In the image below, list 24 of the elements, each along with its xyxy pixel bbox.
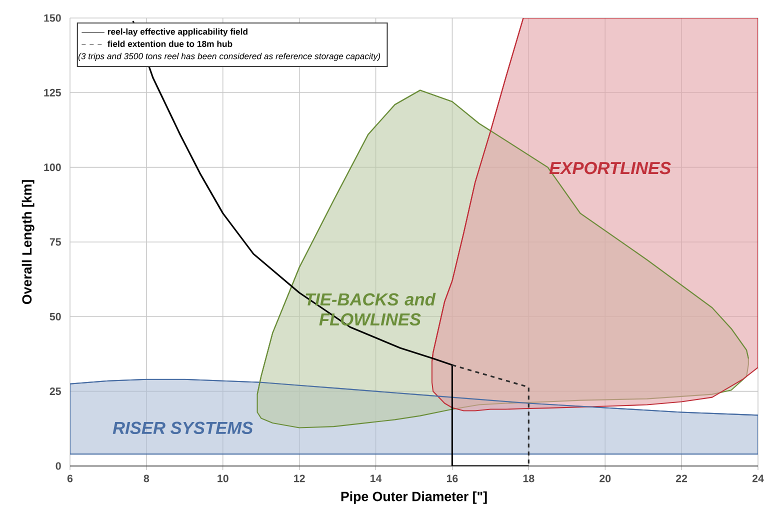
x-tick-label: 8 [144,474,150,482]
x-axis-title: Pipe Outer Diameter ["] [341,491,487,504]
x-tick-label: 22 [676,474,688,482]
x-tick-label: 18 [523,474,534,482]
y-tick-label: 150 [44,14,61,22]
x-tick-label: 6 [67,474,73,482]
y-tick-label: 75 [50,238,61,246]
y-tick-label: 125 [44,88,61,96]
x-tick-label: 14 [370,474,382,482]
y-tick-label: 50 [50,312,61,320]
legend-label: field extention due to 18m hub [108,40,232,47]
annotation: (3 trips and 3500 tons reel has been considered as reference storage capacity) [78,52,380,61]
y-tick-label: 25 [50,388,61,396]
y-tick-label: 100 [44,164,61,172]
y-axis-title: Overall Length [km] [22,180,34,304]
y-tick-label: 0 [56,462,61,470]
x-tick-label: 12 [294,474,305,482]
x-tick-label: 24 [752,474,764,482]
text: RISER SYSTEMS [112,422,253,434]
legend-label: reel-lay effective applicability field [108,28,248,36]
x-tick-label: 10 [218,474,228,482]
x-tick-label: 20 [600,474,611,482]
x-tick-label: 16 [446,474,458,482]
text: EXPORTLINES [549,162,671,174]
